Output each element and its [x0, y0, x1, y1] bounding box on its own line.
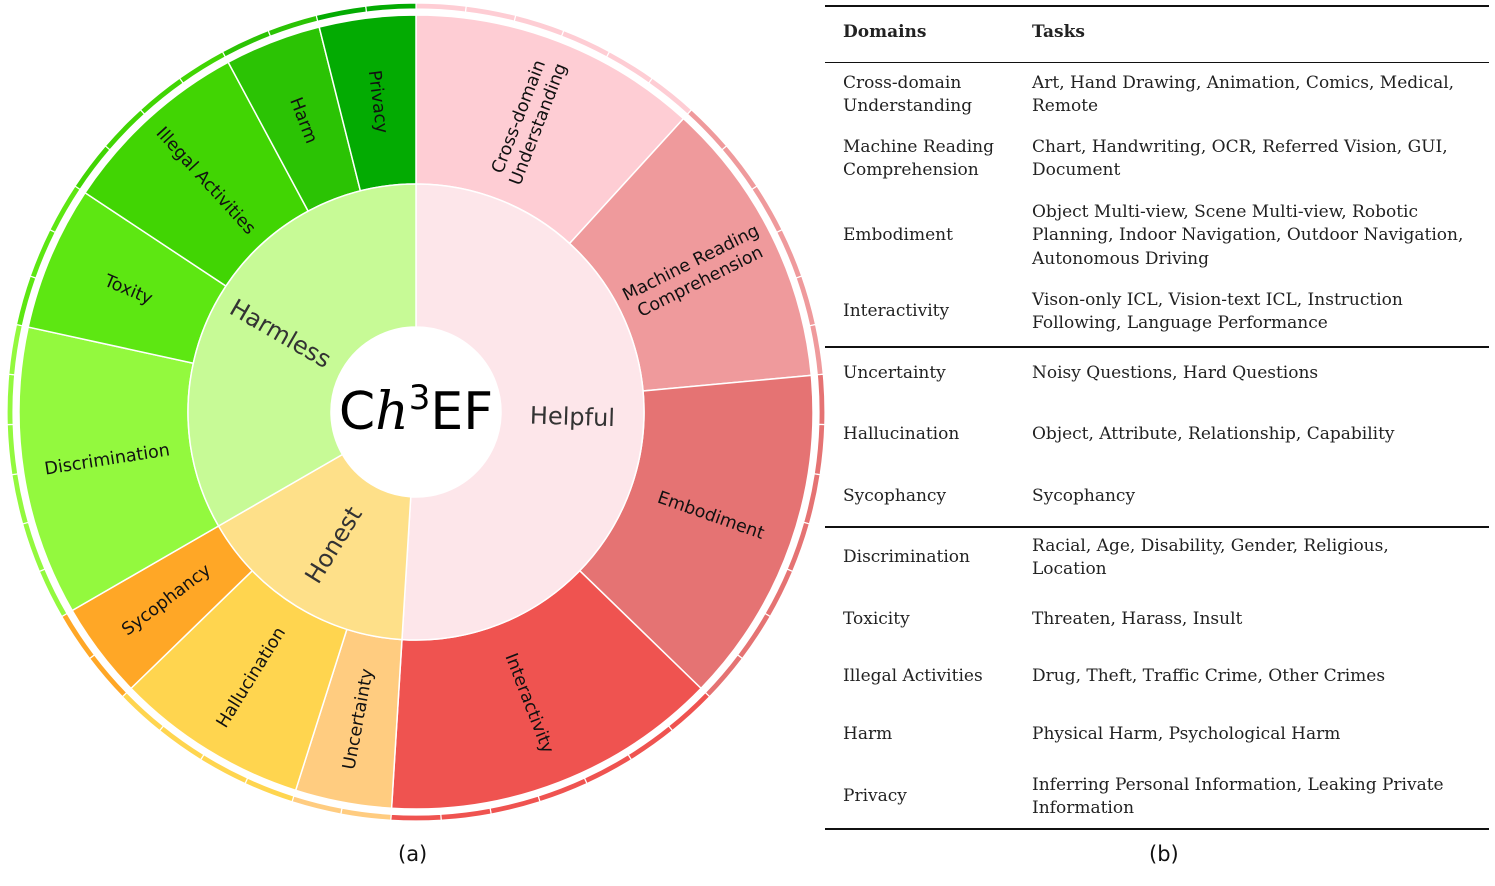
table-domain-cell: Embodiment	[843, 225, 953, 246]
table-tasks-cell: Threaten, Harass, Insult	[1032, 609, 1243, 630]
caption-b: (b)	[1149, 842, 1179, 866]
task-segment-embodiment	[813, 423, 826, 476]
table-domain-cell: Illegal Activities	[843, 666, 983, 687]
header-tasks: Tasks	[1032, 22, 1085, 42]
task-segment-embodiment	[816, 373, 826, 426]
table-domain-cell: Understanding	[843, 96, 973, 116]
table-rule	[825, 526, 1489, 528]
table-tasks-cell: Location	[1032, 559, 1107, 579]
table-tasks-cell: Noisy Questions, Hard Questions	[1032, 363, 1319, 384]
task-segment-privacy	[365, 2, 417, 13]
header-domains: Domains	[843, 22, 927, 42]
table-tasks-cell: Planning, Indoor Navigation, Outdoor Nav…	[1032, 225, 1464, 246]
task-segment-discrimination	[6, 373, 16, 426]
table-domain-cell: Hallucination	[843, 424, 960, 445]
task-segment-interactivity	[390, 813, 442, 822]
table-tasks-cell: Object Multi-view, Scene Multi-view, Rob…	[1032, 201, 1418, 222]
task-segment-discrimination	[6, 423, 19, 476]
table-domain-cell: Cross-domain	[843, 72, 962, 93]
table-domain-cell: Machine Reading	[843, 136, 995, 157]
table-tasks-cell: Inferring Personal Information, Leaking …	[1032, 774, 1444, 795]
category-label-helpful: Helpful	[529, 402, 615, 433]
table-rule	[825, 62, 1489, 63]
table-domain-cell: Comprehension	[843, 160, 979, 180]
table-tasks-cell: Document	[1032, 160, 1121, 180]
caption-a: (a)	[398, 842, 428, 866]
center-title: Ch3EF	[339, 378, 493, 442]
table-domain-cell: Privacy	[843, 786, 907, 807]
table-tasks-cell: Art, Hand Drawing, Animation, Comics, Me…	[1032, 72, 1455, 93]
table-tasks-cell: Chart, Handwriting, OCR, Referred Vision…	[1032, 136, 1448, 157]
table-tasks-cell: Racial, Age, Disability, Gender, Religio…	[1032, 535, 1389, 556]
table-rule	[825, 828, 1489, 830]
task-segment-cross-domain-understanding	[415, 2, 467, 13]
table-tasks-cell: Object, Attribute, Relationship, Capabil…	[1032, 424, 1395, 445]
table-tasks-cell: Following, Language Performance	[1032, 313, 1328, 333]
table-tasks-cell: Drug, Theft, Traffic Crime, Other Crimes	[1032, 666, 1386, 687]
table-domain-cell: Sycophancy	[843, 486, 947, 507]
table-domain-cell: Discrimination	[843, 547, 970, 568]
task-segment-machine-reading-comprehension	[808, 323, 824, 376]
table-rule	[825, 346, 1489, 348]
task-segment-interactivity	[440, 807, 492, 821]
table-tasks-cell: Information	[1032, 798, 1135, 818]
table-domain-cell: Interactivity	[843, 301, 950, 322]
task-segment-discrimination	[8, 323, 24, 376]
table-tasks-cell: Autonomous Driving	[1032, 248, 1209, 269]
table-tasks-cell: Sycophancy	[1032, 486, 1136, 507]
table-tasks-cell: Physical Harm, Psychological Harm	[1032, 724, 1341, 745]
center-circle	[331, 327, 501, 497]
table-tasks-cell: Remote	[1032, 96, 1099, 116]
domains-tasks-table: Domains Tasks Cross-domain Understanding Art…	[825, 5, 1489, 830]
task-segment-uncertainty	[340, 807, 392, 821]
table-domain-cell: Toxicity	[843, 609, 910, 630]
table-tasks-cell: Vison-only ICL, Vision-text ICL, Instruc…	[1032, 289, 1403, 310]
table-domain-cell: Uncertainty	[843, 363, 946, 384]
table-rule	[825, 5, 1489, 7]
table-domain-cell: Harm	[843, 724, 893, 745]
